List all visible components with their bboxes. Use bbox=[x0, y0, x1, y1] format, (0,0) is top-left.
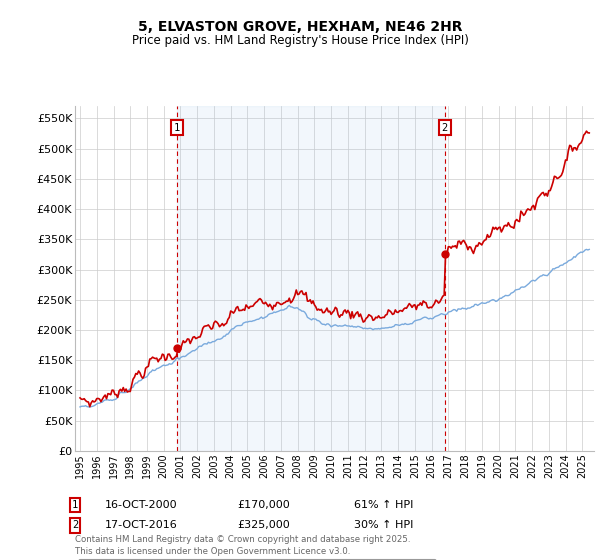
Text: £170,000: £170,000 bbox=[237, 500, 290, 510]
Text: 30% ↑ HPI: 30% ↑ HPI bbox=[354, 520, 413, 530]
Text: Contains HM Land Registry data © Crown copyright and database right 2025.
This d: Contains HM Land Registry data © Crown c… bbox=[75, 535, 410, 556]
Bar bbox=[177, 106, 445, 451]
Text: 1: 1 bbox=[72, 500, 78, 510]
Text: 17-OCT-2016: 17-OCT-2016 bbox=[105, 520, 178, 530]
Text: £325,000: £325,000 bbox=[237, 520, 290, 530]
Legend: 5, ELVASTON GROVE, HEXHAM, NE46 2HR (detached house), HPI: Average price, detach: 5, ELVASTON GROVE, HEXHAM, NE46 2HR (det… bbox=[77, 559, 436, 560]
Text: Price paid vs. HM Land Registry's House Price Index (HPI): Price paid vs. HM Land Registry's House … bbox=[131, 34, 469, 46]
Text: 61% ↑ HPI: 61% ↑ HPI bbox=[354, 500, 413, 510]
Text: 2: 2 bbox=[442, 123, 448, 133]
Text: 2: 2 bbox=[72, 520, 78, 530]
Text: 1: 1 bbox=[174, 123, 180, 133]
Text: 16-OCT-2000: 16-OCT-2000 bbox=[105, 500, 178, 510]
Text: 5, ELVASTON GROVE, HEXHAM, NE46 2HR: 5, ELVASTON GROVE, HEXHAM, NE46 2HR bbox=[138, 20, 462, 34]
